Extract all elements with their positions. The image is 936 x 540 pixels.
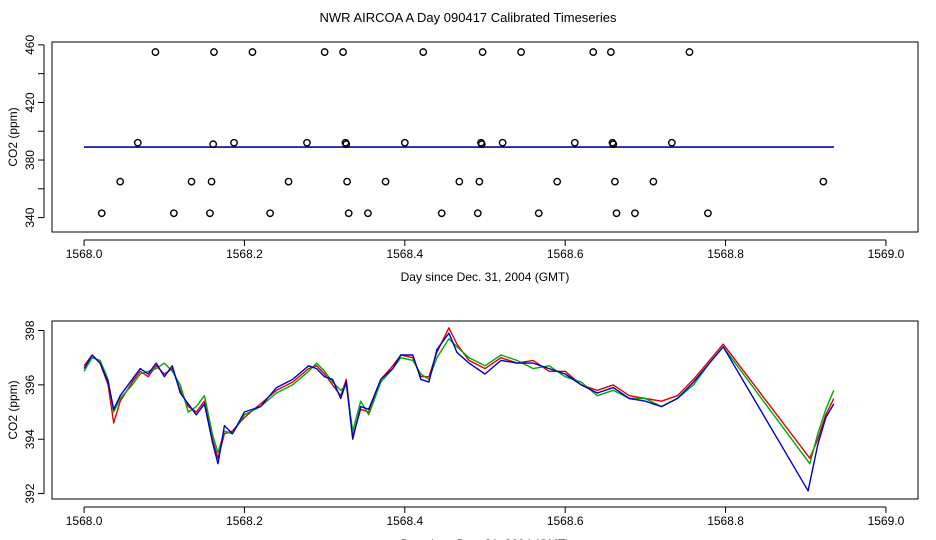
y-tick-label: 460 [23, 35, 37, 55]
data-point [478, 48, 487, 56]
plot-frame [51, 41, 919, 233]
x-tick-label: 1568.8 [707, 514, 744, 528]
x-tick-label: 1568.6 [547, 247, 584, 261]
y-tick-label: 392 [23, 483, 37, 503]
x-tick-label: 1568.2 [226, 514, 263, 528]
data-point [303, 138, 311, 147]
data-point [320, 48, 329, 56]
data-point [611, 177, 619, 186]
data-point [517, 48, 525, 56]
y-axis-label: CO2 (ppm) [6, 107, 20, 166]
data-point [685, 48, 694, 56]
data-point [649, 177, 658, 186]
data-point [209, 140, 218, 149]
series-line-0 [83, 327, 835, 459]
data-point [400, 138, 409, 147]
y-axis-label: CO2 (ppm) [6, 380, 20, 439]
co2-line-panel: 1568.0 1568.2 1568.4 1568.6 1568.8 1569.0 392 3… [6, 320, 919, 540]
data-point [475, 177, 484, 186]
data-point [187, 177, 196, 186]
x-tick-label: 1569.0 [868, 514, 905, 528]
data-point [704, 209, 712, 218]
data-point [116, 177, 125, 186]
data-point [169, 209, 178, 218]
data-point [342, 140, 351, 149]
x-axis-label: Day since Dec. 31, 2004 (GMT) [401, 537, 570, 540]
x-tick-label: 1568.8 [707, 247, 744, 261]
y-tick-label: 398 [23, 320, 37, 340]
data-point [473, 209, 482, 218]
data-point [606, 48, 615, 56]
data-point [343, 177, 351, 186]
x-tick-label: 1568.4 [386, 514, 423, 528]
plot-frame [51, 320, 919, 500]
data-point [455, 177, 464, 186]
data-point [667, 138, 676, 147]
data-point [553, 177, 562, 186]
series-line-1 [83, 338, 835, 465]
x-tick-label: 1568.6 [547, 514, 584, 528]
data-point [498, 138, 507, 147]
data-point [230, 138, 238, 147]
y-tick-label: 340 [23, 207, 37, 227]
data-point [344, 209, 353, 218]
data-point [589, 48, 598, 56]
data-point [570, 138, 579, 147]
figure-title: NWR AIRCOA A Day 090417 Calibrated Times… [320, 10, 617, 25]
series-line-2 [83, 332, 835, 492]
y-tick-label: 396 [23, 375, 37, 395]
data-point [210, 48, 218, 56]
data-point [151, 48, 160, 56]
co2-scatter-panel: 1568.0 1568.2 1568.4 1568.6 1568.8 1569.0 340 3… [6, 35, 919, 284]
data-point [477, 140, 486, 149]
x-tick-label: 1568.4 [386, 247, 423, 261]
x-tick-label: 1568.0 [66, 247, 103, 261]
data-point [248, 48, 257, 56]
x-tick-label: 1568.2 [226, 247, 263, 261]
data-point [609, 140, 618, 149]
data-point [133, 138, 142, 147]
data-point [819, 177, 828, 186]
x-axis-label: Day since Dec. 31, 2004 (GMT) [401, 270, 570, 284]
data-point [284, 177, 293, 186]
y-tick-label: 394 [23, 429, 37, 449]
data-point [419, 48, 428, 56]
data-point [534, 209, 543, 218]
data-point [437, 209, 446, 218]
x-tick-label: 1569.0 [868, 247, 905, 261]
data-point [631, 209, 639, 218]
data-point [339, 48, 347, 56]
data-point [266, 209, 275, 218]
x-tick-label: 1568.0 [66, 514, 103, 528]
data-point [206, 209, 214, 218]
data-point [364, 209, 372, 218]
data-point [612, 209, 621, 218]
data-point [381, 177, 390, 186]
data-point [207, 177, 216, 186]
y-tick-label: 380 [23, 150, 37, 170]
data-point [97, 209, 106, 218]
y-tick-label: 420 [23, 92, 37, 112]
